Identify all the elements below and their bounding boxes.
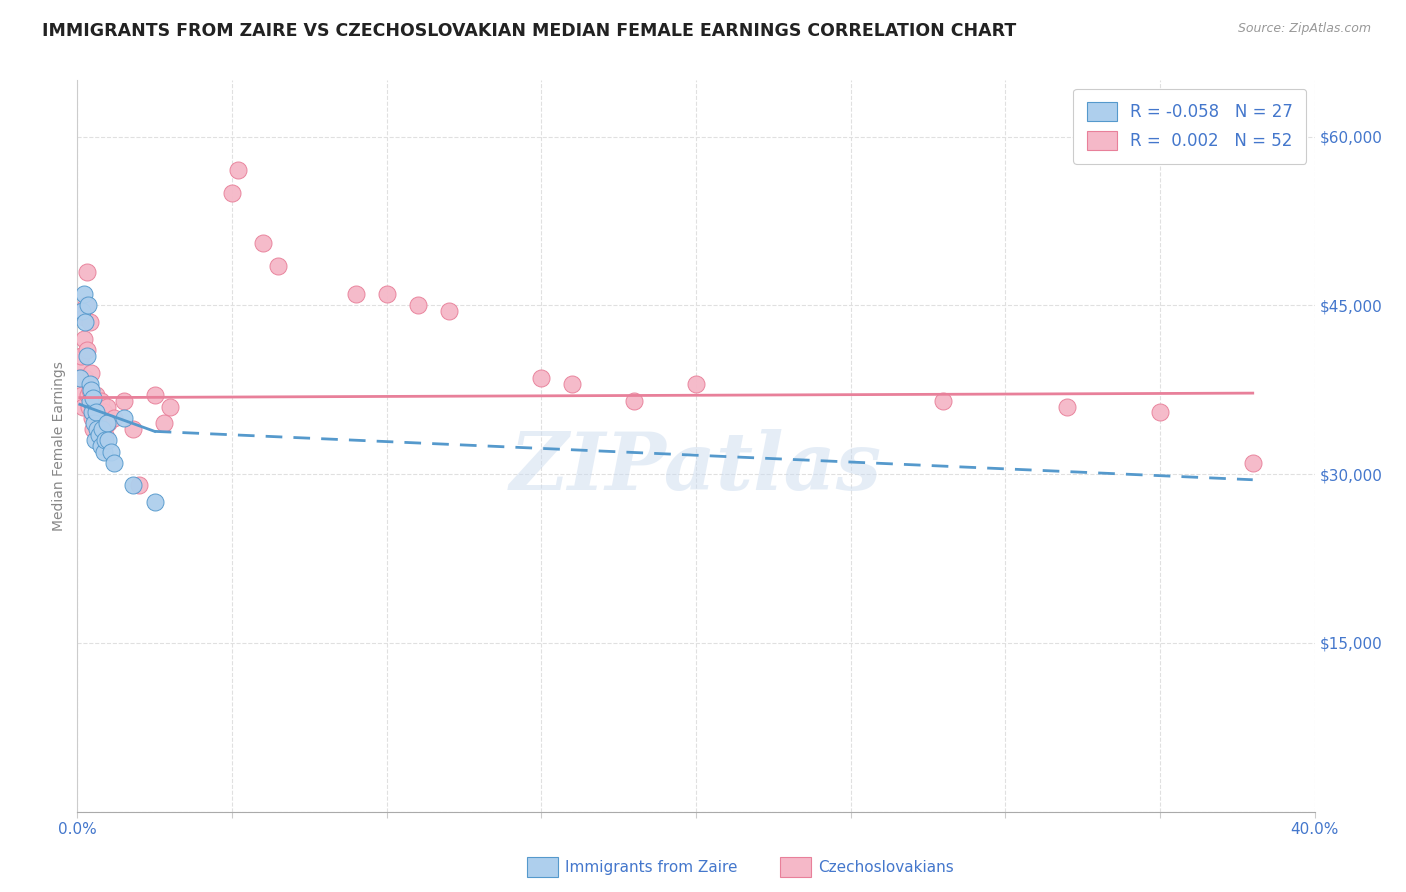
Point <box>70 349 93 363</box>
Point <box>122 422 145 436</box>
Point <box>72 287 94 301</box>
Point <box>69 371 91 385</box>
Point <box>561 377 583 392</box>
Point <box>100 444 122 458</box>
Point <box>76 349 98 363</box>
Point <box>375 287 398 301</box>
Point <box>97 434 120 448</box>
Point <box>70 388 93 402</box>
Point <box>91 422 114 436</box>
Text: Immigrants from Zaire: Immigrants from Zaire <box>565 860 738 874</box>
Point <box>932 394 955 409</box>
Point <box>112 410 135 425</box>
Legend: R = -0.058   N = 27, R =  0.002   N = 52: R = -0.058 N = 27, R = 0.002 N = 52 <box>1073 88 1306 164</box>
Point <box>80 383 103 397</box>
Point <box>93 444 115 458</box>
Point <box>69 354 91 368</box>
Point <box>82 422 104 436</box>
Point <box>143 495 166 509</box>
Point <box>86 410 108 425</box>
Point <box>94 427 117 442</box>
Point <box>437 304 460 318</box>
Point <box>84 434 107 448</box>
Point <box>122 478 145 492</box>
Point <box>112 394 135 409</box>
Point <box>94 434 117 448</box>
Point <box>76 264 98 278</box>
Point <box>685 377 707 392</box>
Point <box>91 422 114 436</box>
Point <box>97 417 120 431</box>
Point <box>76 343 98 358</box>
Point <box>103 456 125 470</box>
Point <box>72 310 94 324</box>
Point <box>87 417 110 431</box>
Point <box>82 405 104 419</box>
Point <box>80 366 103 380</box>
Point <box>623 394 645 409</box>
Point <box>83 400 105 414</box>
Point <box>159 400 181 414</box>
Point <box>252 236 274 251</box>
Point <box>267 259 290 273</box>
Text: ZIPatlas: ZIPatlas <box>510 429 882 507</box>
Point <box>69 371 91 385</box>
Point <box>84 388 107 402</box>
Text: Czechoslovakians: Czechoslovakians <box>818 860 955 874</box>
Point <box>86 422 108 436</box>
Point <box>79 315 101 329</box>
Point <box>530 371 553 385</box>
Text: IMMIGRANTS FROM ZAIRE VS CZECHOSLOVAKIAN MEDIAN FEMALE EARNINGS CORRELATION CHAR: IMMIGRANTS FROM ZAIRE VS CZECHOSLOVAKIAN… <box>42 22 1017 40</box>
Point <box>93 405 115 419</box>
Point <box>79 377 101 392</box>
Text: Source: ZipAtlas.com: Source: ZipAtlas.com <box>1237 22 1371 36</box>
Point <box>1241 456 1264 470</box>
Point <box>82 410 104 425</box>
Point <box>90 394 111 409</box>
Point <box>226 163 249 178</box>
Point <box>221 186 243 200</box>
Point <box>79 383 101 397</box>
Point <box>77 388 100 402</box>
Point <box>77 298 100 312</box>
Point <box>96 417 118 431</box>
Point <box>73 332 96 346</box>
Point <box>75 298 97 312</box>
Point <box>103 410 125 425</box>
Point <box>406 298 429 312</box>
Y-axis label: Median Female Earnings: Median Female Earnings <box>52 361 66 531</box>
Point <box>72 400 94 414</box>
Point <box>87 427 110 442</box>
Point <box>75 371 96 385</box>
Point <box>344 287 367 301</box>
Point <box>79 394 101 409</box>
Point <box>82 391 104 405</box>
Point <box>128 478 150 492</box>
Point <box>96 400 118 414</box>
Point <box>77 400 100 414</box>
Point <box>70 304 93 318</box>
Point <box>75 315 96 329</box>
Point <box>84 405 107 419</box>
Point <box>83 417 105 431</box>
Point <box>1149 405 1171 419</box>
Point <box>153 417 176 431</box>
Point <box>84 405 107 419</box>
Point <box>143 388 166 402</box>
Point <box>90 439 111 453</box>
Point <box>1056 400 1078 414</box>
